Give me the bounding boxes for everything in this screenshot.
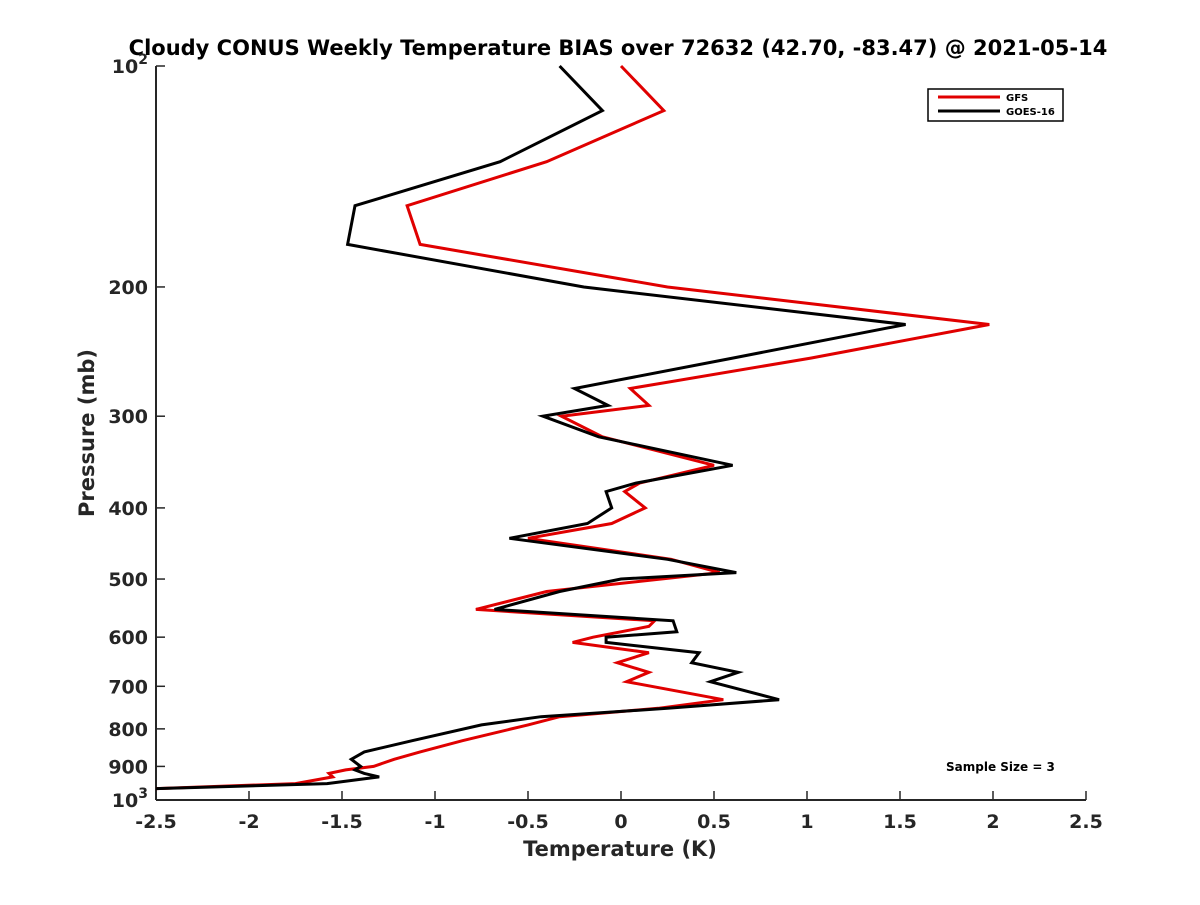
x-tick-label: -2.5 <box>135 811 177 833</box>
legend-label-goes-16: GOES-16 <box>1006 107 1055 118</box>
series-line-goes-16 <box>155 64 906 791</box>
x-tick-label: 0 <box>614 811 627 833</box>
y-tick-exponent: 2 <box>138 52 148 68</box>
x-tick-label: 0.5 <box>697 811 731 833</box>
sample-size-annotation: Sample Size = 3 <box>946 760 1055 774</box>
x-tick-label: -2 <box>238 811 259 833</box>
chart-title: Cloudy CONUS Weekly Temperature BIAS ove… <box>129 36 1108 60</box>
y-tick-label: 400 <box>108 498 148 520</box>
y-tick-label: 500 <box>108 569 148 591</box>
y-tick-label: 700 <box>108 676 148 698</box>
x-ticks: -2.5 -2 -1.5 -1 -0.5 0 0.5 1 1.5 2 2.5 <box>135 791 1103 833</box>
x-axis-label: Temperature (K) <box>523 837 717 861</box>
legend-label-gfs: GFS <box>1006 93 1028 104</box>
y-tick-label: 200 <box>108 277 148 299</box>
y-tick-label: 600 <box>108 627 148 649</box>
y-tick-base: 10 <box>112 56 138 78</box>
y-tick-base: 10 <box>112 790 138 812</box>
x-tick-label: 1 <box>800 811 813 833</box>
x-tick-label: 1.5 <box>883 811 917 833</box>
y-tick-exponent: 3 <box>138 786 148 802</box>
x-tick-label: -1.5 <box>321 811 363 833</box>
legend-box <box>927 88 1064 122</box>
y-tick-label: 800 <box>108 719 148 741</box>
x-tick-label: 2.5 <box>1069 811 1103 833</box>
y-tick-label: 300 <box>108 406 148 428</box>
y-tick-label: 102 <box>112 52 148 78</box>
x-tick-label: 2 <box>986 811 999 833</box>
y-tick-label: 900 <box>108 756 148 778</box>
series-group <box>155 64 990 791</box>
series-line-gfs <box>155 64 990 791</box>
y-tick-label: 103 <box>112 786 148 812</box>
x-tick-label: -0.5 <box>507 811 549 833</box>
legend: GFS GOES-16 <box>927 88 1064 122</box>
x-tick-label: -1 <box>424 811 445 833</box>
y-axis-label: Pressure (mb) <box>75 349 99 517</box>
